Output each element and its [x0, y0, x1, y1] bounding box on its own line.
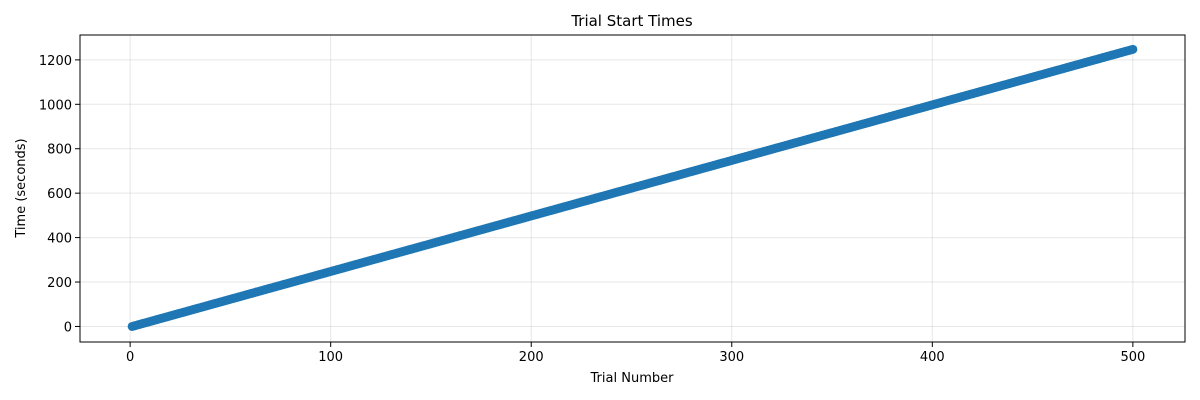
x-tick-label: 500	[1120, 350, 1145, 365]
y-tick-label: 600	[47, 187, 72, 202]
chart-title: Trial Start Times	[570, 12, 693, 30]
x-tick-label: 0	[126, 350, 134, 365]
y-tick-label: 0	[64, 320, 72, 335]
grid	[80, 35, 1185, 342]
y-tick-label: 400	[47, 232, 72, 247]
data-point	[1128, 44, 1138, 54]
x-axis: 0 100 200 300 400 500	[126, 342, 1145, 365]
y-tick-label: 200	[47, 276, 72, 291]
y-tick-label: 1000	[39, 98, 72, 113]
y-tick-label: 1200	[39, 54, 72, 69]
y-axis-label: Time (seconds)	[14, 138, 29, 238]
scatter-points	[127, 44, 1138, 331]
x-tick-label: 300	[719, 350, 744, 365]
y-axis: 0 200 400 600 800 1000 1200	[39, 54, 80, 335]
plot-frame	[79, 34, 1186, 343]
x-tick-label: 100	[318, 350, 343, 365]
x-axis-label: Trial Number	[590, 371, 675, 386]
x-tick-label: 400	[920, 350, 945, 365]
x-tick-label: 200	[519, 350, 544, 365]
y-tick-label: 800	[47, 143, 72, 158]
